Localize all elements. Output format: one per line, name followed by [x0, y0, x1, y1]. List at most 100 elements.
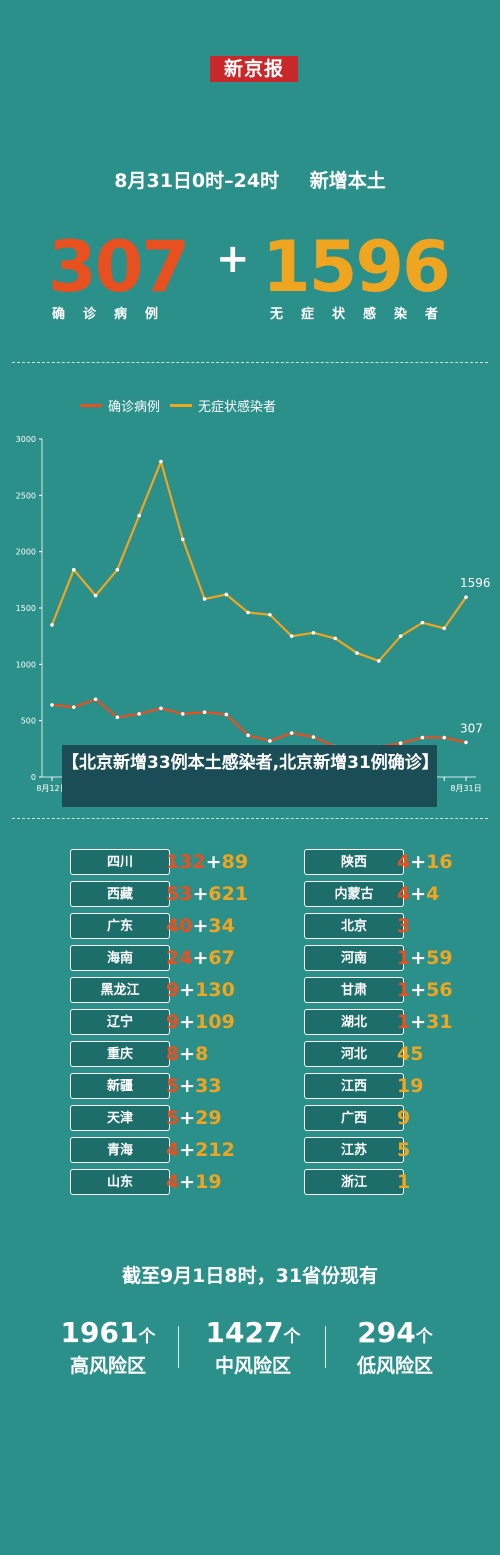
risk-high: 1961个 高风险区 [33, 1316, 183, 1378]
confirmed-point [115, 715, 120, 720]
news-title-overlay: 【北京新增33例本土感染者,北京新增31例确诊】 [62, 745, 439, 807]
plus-sign: + [179, 1043, 196, 1065]
province-asymptomatic: 8 [195, 1043, 209, 1065]
confirmed-point [398, 741, 403, 745]
province-confirmed: 53 [166, 883, 193, 905]
province-confirmed: 3 [397, 915, 411, 937]
confirmed-point [50, 703, 54, 707]
asymptomatic-point [268, 612, 272, 617]
confirmed-point [202, 710, 207, 715]
confirmed-total: 307 [48, 226, 190, 308]
province-name: 湖北 [304, 1009, 404, 1035]
asymptomatic-point [224, 592, 229, 597]
province-confirmed: 5 [166, 1075, 180, 1097]
x-tick-label: 8月12日 [36, 784, 67, 793]
risk-low-count: 294 [357, 1316, 416, 1349]
y-tick-label: 0 [31, 773, 36, 782]
plus-sign: + [179, 1171, 196, 1193]
asymptomatic-point [180, 537, 185, 542]
province-value: 5 [397, 1137, 410, 1163]
confirmed-point [420, 735, 425, 740]
confirmed-point [159, 706, 163, 711]
province-value: 45 [397, 1041, 423, 1067]
asymptomatic-point [159, 459, 163, 464]
confirmed-point [311, 735, 316, 739]
province-value: 40+34 [166, 913, 235, 939]
asymptomatic-point [355, 651, 359, 655]
province-asymptomatic: 19 [397, 1075, 424, 1097]
province-name: 浙江 [304, 1169, 404, 1195]
cutoff-title: 截至9月1日8时，31省份现有 [121, 1265, 379, 1287]
province-asymptomatic: 109 [195, 1011, 235, 1033]
asymptomatic-point [464, 595, 468, 599]
line-chart: 0 500 1000 1500 2000 2500 3000 8月12日 8月31日 307 159… [16, 435, 491, 793]
province-value: 1 [397, 1169, 410, 1195]
risk-medium-label: 中风险区 [214, 1355, 291, 1377]
province-confirmed: 40 [166, 915, 193, 937]
province-value: 4+212 [166, 1137, 235, 1163]
risk-low-unit: 个 [415, 1327, 433, 1347]
risk-medium: 1427个 中风险区 [178, 1316, 328, 1378]
y-tick-label: 1000 [16, 660, 36, 669]
province-asymptomatic: 34 [208, 915, 235, 937]
plus-sign: + [192, 883, 209, 905]
asymptomatic-point [137, 513, 141, 518]
province-value: 9 [397, 1105, 410, 1131]
confirmed-point [289, 731, 294, 735]
asymptomatic-label: 无症状感染者 [270, 307, 457, 322]
asymptomatic-point [333, 636, 338, 641]
province-value: 4+19 [166, 1169, 222, 1195]
divider-top [12, 362, 488, 363]
province-asymptomatic: 621 [208, 883, 249, 905]
x-tick-label: 8月31日 [450, 784, 481, 793]
legend-swatch-confirmed [80, 404, 102, 407]
legend-label-confirmed: 确诊病例 [108, 400, 161, 415]
y-tick-label: 3000 [16, 435, 36, 444]
province-name: 河南 [304, 945, 404, 971]
asymptomatic-end-label: 1596 [460, 576, 491, 590]
plus-sign: + [410, 883, 427, 905]
plus-sign: + [179, 1075, 196, 1097]
legend-label-asymptomatic: 无症状感染者 [198, 400, 277, 415]
province-name: 江西 [304, 1073, 404, 1099]
confirmed-point [246, 733, 250, 738]
province-confirmed: 4 [397, 851, 411, 873]
asymptomatic-point [246, 610, 250, 615]
confirmed-point [268, 739, 272, 743]
province-value: 4+16 [397, 849, 453, 875]
province-asymptomatic: 9 [397, 1107, 411, 1129]
province-name: 西藏 [70, 881, 170, 907]
province-value: 24+67 [166, 945, 235, 971]
province-asymptomatic: 212 [195, 1139, 235, 1161]
province-confirmed: 9 [166, 979, 180, 1001]
province-name: 重庆 [70, 1041, 170, 1067]
province-asymptomatic: 1 [397, 1171, 411, 1193]
asymptomatic-point [115, 567, 120, 572]
y-tick-label: 500 [21, 717, 36, 726]
plus-sign: + [410, 1011, 427, 1033]
province-value: 9+109 [166, 1009, 235, 1035]
province-asymptomatic: 130 [195, 979, 235, 1001]
y-tick-label: 2500 [16, 491, 36, 500]
asymptomatic-point [420, 620, 425, 625]
province-name: 陕西 [304, 849, 404, 875]
province-name: 内蒙古 [304, 881, 404, 907]
province-value: 132+89 [166, 849, 248, 875]
province-name: 新疆 [70, 1073, 170, 1099]
risk-medium-unit: 个 [283, 1327, 301, 1347]
province-name: 北京 [304, 913, 404, 939]
asymptomatic-point [202, 597, 207, 601]
province-name: 广西 [304, 1105, 404, 1131]
province-name: 河北 [304, 1041, 404, 1067]
confirmed-label: 确诊病例 [52, 307, 177, 322]
asymptomatic-point [50, 623, 54, 627]
asymptomatic-point [289, 634, 294, 638]
y-tick-label: 1500 [16, 604, 36, 613]
province-asymptomatic: 45 [397, 1043, 424, 1065]
province-confirmed: 5 [166, 1107, 180, 1129]
risk-low: 294个 低风险区 [320, 1316, 470, 1378]
province-asymptomatic: 56 [426, 979, 453, 1001]
asymptomatic-point [93, 593, 98, 598]
risk-separator-2 [325, 1326, 326, 1368]
province-value: 5+33 [166, 1073, 222, 1099]
